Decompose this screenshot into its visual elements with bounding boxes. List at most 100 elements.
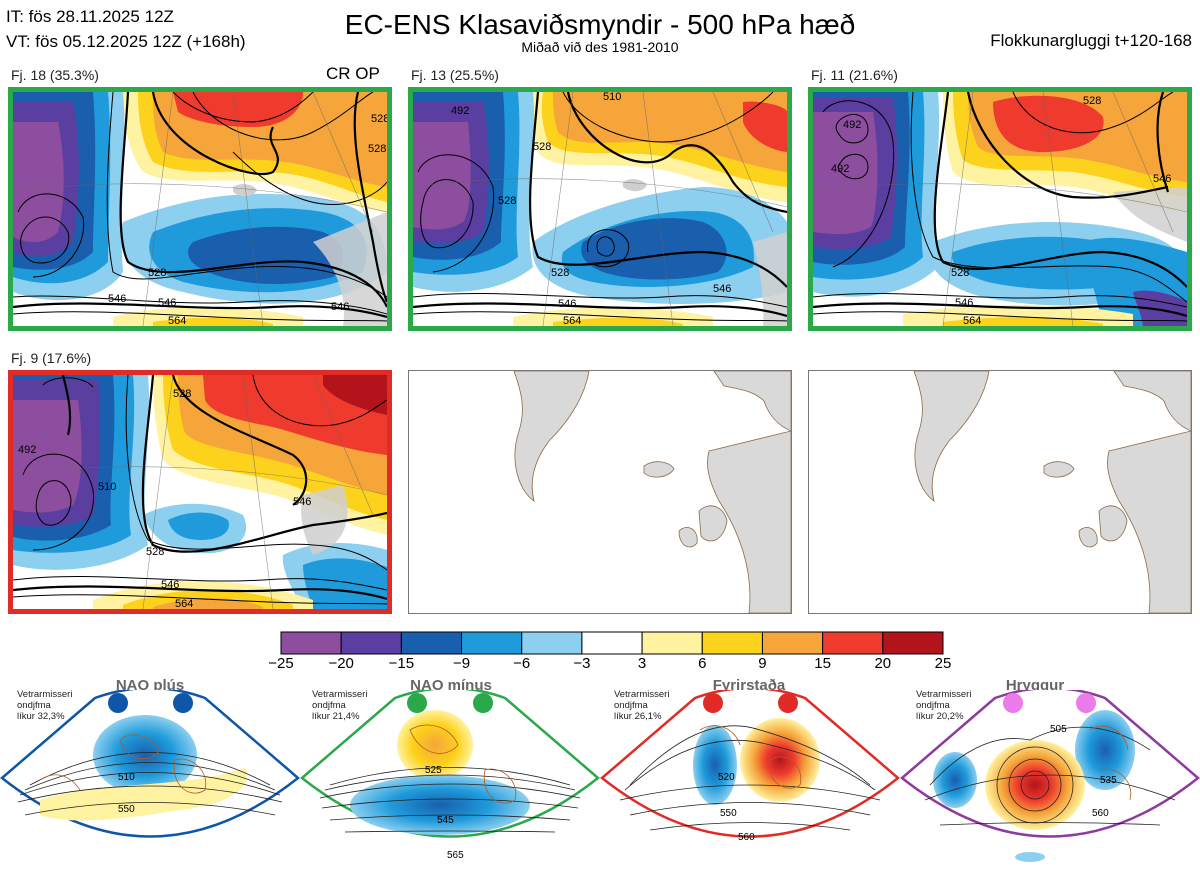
contour-label: 510 [603, 92, 621, 103]
cluster-label-1: Fj. 18 (35.3%) [11, 67, 99, 83]
contour-label: 528 [533, 141, 551, 153]
colorbar-swatch [521, 631, 583, 655]
page-subtitle: Miðað við des 1981-2010 [521, 39, 679, 55]
colorbar-swatch [641, 631, 703, 655]
cluster-label-4: Fj. 9 (17.6%) [11, 350, 92, 366]
contour-label: 535 [1100, 775, 1117, 786]
cluster-map-2-plot: 492 528 528 528 546 564 510 546 [413, 92, 787, 326]
contour-label: 564 [168, 315, 186, 326]
classification-window: Flokkunargluggi t+120-168 [990, 31, 1192, 50]
contour-label: 528 [951, 267, 969, 279]
colorbar-tick-label: 15 [814, 655, 831, 672]
cluster-map-4: 492 510 528 546 564 528 546 [8, 370, 392, 614]
cluster-map-1-plot: 528 546 528 546 564 528 546 [13, 92, 387, 326]
contour-label: 550 [118, 804, 135, 815]
contour-label: 520 [718, 772, 735, 783]
regime-map-ridge: 505 535 560 [900, 690, 1200, 862]
cluster-map-3: 492 492 528 546 564 546 528 [808, 87, 1192, 331]
contour-label: 528 [1083, 95, 1101, 107]
contour-label: 546 [713, 283, 731, 295]
contour-label: 564 [175, 598, 193, 609]
contour-label: 546 [331, 301, 349, 313]
colorbar-tick-label: −15 [388, 655, 415, 672]
colorbar-swatch [882, 631, 944, 655]
page-title: EC-ENS Klasaviðsmyndir - 500 hPa hæð [344, 9, 856, 40]
contour-label: 528 [146, 546, 164, 558]
regime-map-nao-plus: 510 550 [0, 690, 300, 838]
regime-marker-dot [473, 693, 493, 713]
contour-label: 492 [18, 444, 36, 456]
contour-label: 528 [173, 388, 191, 400]
contour-label: 525 [425, 765, 442, 776]
colorbar-swatch [822, 631, 884, 655]
contour-label: 564 [563, 315, 581, 326]
regime-marker-dot [173, 693, 193, 713]
regime-marker-dot [1003, 693, 1023, 713]
regime-marker-dot [407, 693, 427, 713]
contour-label: 565 [447, 850, 464, 861]
cluster-label-2: Fj. 13 (25.5%) [411, 67, 499, 83]
colorbar-swatch [280, 631, 342, 655]
regime-marker-dot [703, 693, 723, 713]
contour-label: 564 [963, 315, 981, 326]
colorbar-swatch [461, 631, 523, 655]
contour-label: 546 [558, 298, 576, 310]
regime-note-4: Vetrarmisseri ondjfma líkur 20,2% [916, 689, 972, 722]
contour-label: 550 [720, 808, 737, 819]
regime-maps: 510 550 525 545 565 520 550 560 [0, 690, 1200, 862]
contour-label: 492 [843, 119, 861, 131]
colorbar-swatch [701, 631, 763, 655]
contour-label: 546 [108, 293, 126, 305]
contour-label: 546 [293, 496, 311, 508]
contour-label: 492 [451, 105, 469, 117]
regime-note-3: Vetrarmisseri ondjfma líkur 26,1% [614, 689, 670, 722]
contour-label: 546 [1153, 173, 1171, 185]
regime-map-blocking: 520 550 560 [600, 690, 900, 843]
colorbar-tick-label: −6 [513, 655, 531, 672]
cluster-map-2: 492 528 528 528 546 564 510 546 [408, 87, 792, 331]
regime-note-2: Vetrarmisseri ondjfma líkur 21,4% [312, 689, 368, 722]
contour-label: 528 [551, 267, 569, 279]
regime-marker-dot [778, 693, 798, 713]
empty-map-1-plot [409, 371, 791, 613]
cluster-label-3: Fj. 11 (21.6%) [811, 67, 898, 83]
colorbar-tick-label: 6 [698, 655, 707, 672]
empty-map-2-plot [809, 371, 1191, 613]
colorbar-tick-label: 25 [934, 655, 952, 672]
cluster-map-3-plot: 492 492 528 546 564 546 528 [813, 92, 1187, 326]
contour-label: 528 [148, 267, 166, 279]
colorbar-tick-label: −3 [573, 655, 591, 672]
contour-label: 505 [1050, 724, 1067, 735]
colorbar-labels: −25 −20 −15 −9 −6 −3 3 6 9 15 20 25 [262, 655, 962, 673]
empty-map-2 [808, 370, 1192, 614]
header-info: IT: fös 28.11.2025 12Z VT: fös 05.12.202… [6, 4, 246, 54]
contour-label: 545 [437, 815, 454, 826]
contour-label: 560 [1092, 808, 1109, 819]
contour-label: 510 [98, 481, 116, 493]
colorbar-tick-label: 9 [758, 655, 767, 672]
colorbar-swatch [400, 631, 463, 655]
contour-label: 546 [955, 297, 973, 309]
regime-map-nao-minus: 525 545 565 [300, 690, 600, 861]
contour-label: 546 [158, 297, 176, 309]
regime-marker-dot [108, 693, 128, 713]
colorbar-swatch [761, 631, 824, 655]
contour-label: 546 [161, 579, 179, 591]
contour-label: 528 [371, 113, 387, 125]
contour-label: 528 [498, 195, 516, 207]
valid-time: VT: fös 05.12.2025 12Z (+168h) [6, 32, 246, 51]
colorbar-tick-label: −20 [328, 655, 354, 672]
colorbar-tick-label: −9 [452, 655, 471, 672]
contour-label: 560 [738, 832, 755, 843]
contour-label: 528 [368, 143, 386, 155]
regime-marker-dot [1076, 693, 1096, 713]
cluster-extra-label: CR OP [326, 64, 380, 83]
colorbar-tick-label: 20 [874, 655, 892, 672]
contour-label: 510 [118, 772, 135, 783]
initial-time: IT: fös 28.11.2025 12Z [6, 7, 174, 26]
colorbar-tick-label: −25 [268, 655, 294, 672]
contour-label: 492 [831, 163, 849, 175]
colorbar-swatch [581, 631, 643, 655]
regime-note-1: Vetrarmisseri ondjfma líkur 32,3% [17, 689, 73, 722]
cluster-map-1: 528 546 528 546 564 528 546 [8, 87, 392, 331]
